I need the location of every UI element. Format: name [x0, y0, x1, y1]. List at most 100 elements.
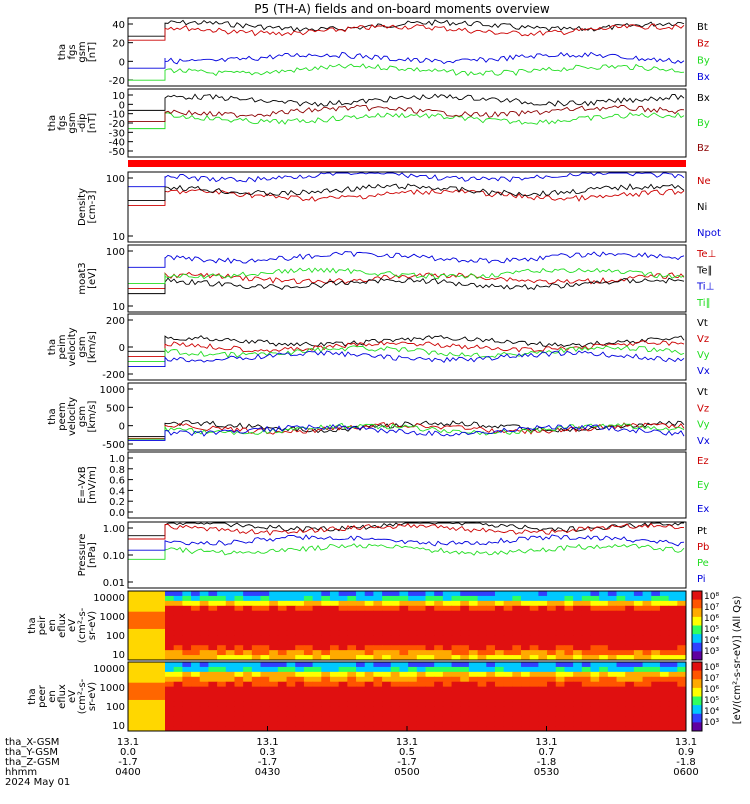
heatmap-cell: [434, 595, 444, 602]
heatmap-cell: [555, 591, 565, 597]
heatmap-cell: [321, 706, 331, 712]
heatmap-cell: [677, 726, 687, 732]
heatmap-cell: [277, 615, 288, 622]
heatmap-cell: [269, 610, 279, 617]
heatmap-cell: [468, 662, 479, 668]
heatmap-cell: [173, 635, 183, 641]
heatmap-cell: [494, 666, 505, 673]
heatmap-cell: [303, 721, 314, 727]
heatmap-cell: [260, 666, 270, 673]
heatmap-cell: [286, 640, 296, 646]
heatmap-cell: [564, 691, 574, 697]
heatmap-cell: [338, 615, 348, 622]
heatmap-cell: [547, 635, 557, 641]
heatmap-cell: [191, 666, 201, 673]
heatmap-cell: [599, 726, 609, 732]
heatmap-cell: [356, 706, 366, 712]
heatmap-cell: [356, 605, 366, 612]
heatmap-cell: [347, 655, 357, 661]
heatmap-cell: [191, 726, 201, 732]
x-tick-label: 0.7: [539, 747, 555, 758]
heatmap-cell: [668, 620, 678, 626]
heatmap-cell: [590, 650, 600, 656]
colorbar-tick: 10⁷: [704, 603, 719, 613]
heatmap-cell: [277, 691, 288, 697]
heatmap-cell: [668, 650, 678, 656]
heatmap-cell: [538, 640, 548, 646]
colorbar-tick: 10⁸: [704, 663, 719, 673]
heatmap-cell: [225, 686, 235, 693]
heatmap-cell: [607, 681, 618, 688]
legend-label: Ez: [697, 456, 709, 467]
heatmap-cell: [425, 635, 435, 641]
heatmap-cell: [564, 701, 574, 707]
heatmap-cell: [217, 600, 227, 607]
heatmap-cell: [633, 645, 644, 651]
heatmap-cell: [373, 681, 383, 688]
heatmap-cell: [165, 696, 175, 702]
heatmap-cell: [668, 686, 678, 693]
heatmap-cell: [529, 691, 539, 697]
heatmap-cell: [555, 630, 565, 636]
heatmap-cell: [329, 691, 340, 697]
heatmap-cell: [651, 662, 661, 668]
heatmap-cell: [269, 662, 279, 668]
heatmap-cell: [451, 610, 461, 617]
heatmap-cell: [390, 666, 400, 673]
heatmap-cell: [590, 640, 600, 646]
heatmap-cell: [521, 630, 531, 636]
legend-label: By: [697, 118, 710, 129]
heatmap-cell: [173, 686, 183, 693]
heatmap-cell: [225, 721, 235, 727]
series-line-Vz: [128, 422, 685, 439]
heatmap-cell: [399, 650, 409, 656]
heatmap-cell: [529, 655, 539, 661]
panel-frame: [127, 171, 687, 243]
heatmap-cell: [199, 676, 209, 683]
heatmap-cell: [521, 605, 531, 612]
heatmap-cell: [477, 666, 487, 673]
heatmap-cell: [182, 640, 192, 646]
heatmap-cell: [547, 630, 557, 636]
heatmap-cell: [616, 681, 626, 688]
heatmap-cell: [477, 721, 487, 727]
heatmap-cell: [494, 645, 505, 651]
y-tick-label: 0.0: [109, 508, 125, 519]
heatmap-cell: [555, 605, 565, 612]
heatmap-cell: [356, 625, 366, 631]
heatmap-cell: [251, 620, 262, 626]
heatmap-cell: [399, 655, 409, 661]
heatmap-cell: [529, 721, 539, 727]
heatmap-cell: [251, 662, 262, 668]
heatmap-cell: [260, 640, 270, 646]
heatmap-cell: [468, 711, 479, 717]
heatmap-cell: [199, 600, 209, 607]
colorbar-tick: 10⁵: [704, 696, 719, 706]
heatmap-cell: [382, 655, 392, 661]
heatmap-cell: [659, 591, 670, 597]
heatmap-cell: [547, 721, 557, 727]
heatmap-cell: [173, 605, 183, 612]
heatmap-cell: [356, 721, 366, 727]
heatmap-cell: [191, 711, 201, 717]
heatmap-cell: [494, 620, 505, 626]
heatmap-cell: [642, 635, 652, 641]
heatmap-cell: [460, 640, 470, 646]
heatmap-cell: [243, 716, 253, 722]
heatmap-cell: [503, 726, 513, 732]
heatmap-cell: [199, 721, 209, 727]
heatmap-cell: [277, 645, 288, 651]
heatmap-cell: [312, 605, 322, 612]
heatmap-cell: [460, 721, 470, 727]
heatmap-cell: [564, 595, 574, 602]
heatmap-cell: [382, 625, 392, 631]
heatmap-cell: [642, 686, 652, 693]
heatmap-cell: [182, 726, 192, 732]
heatmap-cell: [382, 640, 392, 646]
heatmap-cell: [451, 595, 461, 602]
heatmap-cell: [269, 686, 279, 693]
heatmap-cell: [677, 696, 687, 702]
heatmap-cell: [512, 666, 522, 673]
heatmap-cell: [512, 635, 522, 641]
heatmap-cell: [486, 600, 496, 607]
